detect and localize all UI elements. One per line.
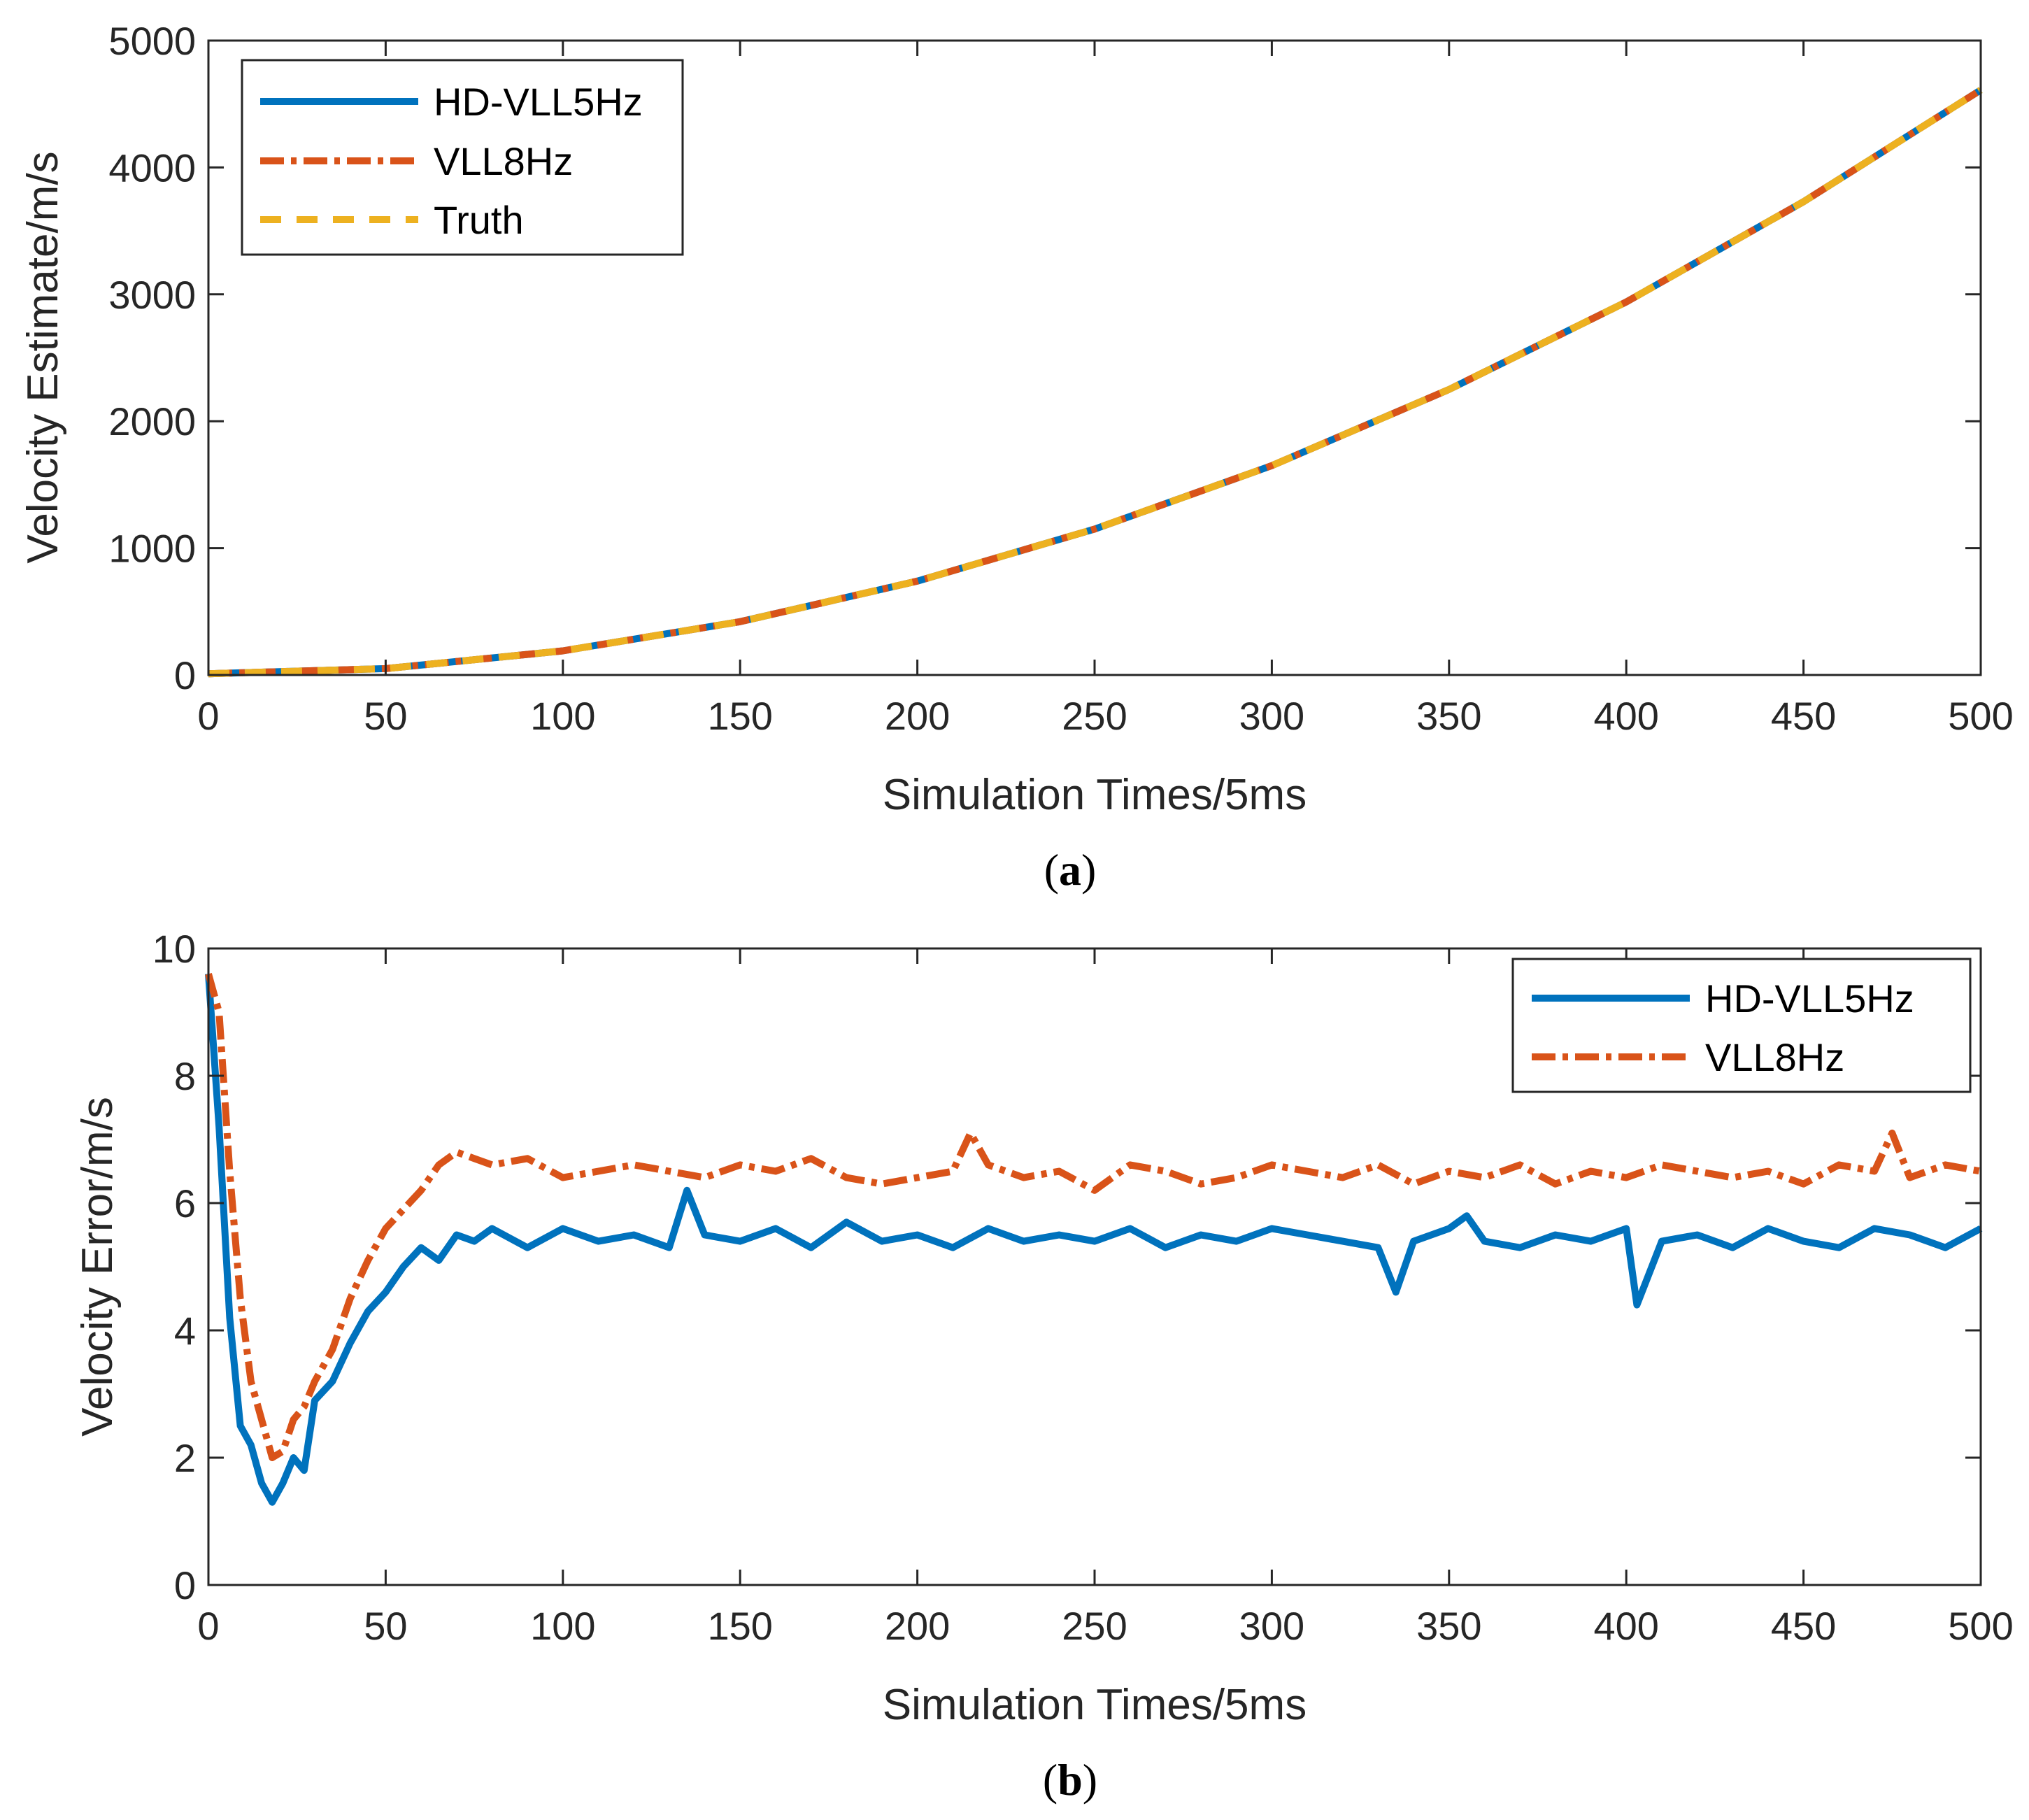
panel-b-xtick-label-3: 150 <box>707 1604 772 1648</box>
panel-a-xtick-label-6: 300 <box>1239 694 1304 738</box>
panel-a-xtick-label-3: 150 <box>707 694 772 738</box>
panel-b-caption: (b) <box>1043 1755 1097 1805</box>
panel-a-xtick-label-8: 400 <box>1593 694 1658 738</box>
panel-b-xtick-label-8: 400 <box>1593 1604 1658 1648</box>
panel-b-ytick-label-1: 2 <box>174 1436 196 1480</box>
panel-a-ticks: 0 50 100 150 200 250 300 350 400 450 5000100020003… <box>108 19 2013 738</box>
panel-b-ytick-label-2: 4 <box>174 1309 196 1353</box>
panel-b-ytick-label-0: 0 <box>174 1563 196 1607</box>
panel-a-ytick-label-4: 4000 <box>108 145 196 190</box>
panel-a-ytick-label-3: 3000 <box>108 273 196 317</box>
panel-b-plot-area <box>205 973 1983 1506</box>
panel-a-chart: 0 50 100 150 200 250 300 350 400 450 5000100020003… <box>19 19 2014 895</box>
legend-b-hd-vll-label: HD-VLL5Hz <box>1705 976 1914 1021</box>
panel-b-ytick-label-5: 10 <box>152 927 196 971</box>
legend-a-vll8-label: VLL8Hz <box>434 139 573 183</box>
panel-b-xtick-label-0: 0 <box>197 1604 219 1648</box>
panel-b-xtick-label-10: 500 <box>1948 1604 2013 1648</box>
panel-b-series-vll8hz <box>205 973 1981 1461</box>
panel-a-plot-area <box>208 87 1983 678</box>
panel-a-ylabel: Velocity Estimate/m/s <box>19 151 67 563</box>
panel-b-xtick-label-9: 450 <box>1771 1604 1836 1648</box>
panel-a-xtick-label-9: 450 <box>1771 694 1836 738</box>
panel-a-xtick-label-2: 100 <box>530 694 595 738</box>
panel-b-xlabel: Simulation Times/5ms <box>883 1681 1307 1729</box>
panel-b-series-hd-vll5hz <box>205 974 1983 1506</box>
panel-b-xtick-label-4: 200 <box>885 1604 950 1648</box>
panel-a-ytick-label-1: 1000 <box>108 527 196 571</box>
panel-a-legend: HD-VLL5Hz VLL8Hz Truth <box>241 59 684 256</box>
legend-b-vll8-label: VLL8Hz <box>1705 1035 1844 1079</box>
panel-a-series-truth <box>208 87 1983 678</box>
panel-b-caption-letter: b <box>1058 1755 1083 1805</box>
panel-b-chart: 0 50 100 150 200 250 300 350 400 450 500 0 2 4 6 8 10 Si… <box>73 927 2014 1805</box>
panel-a-xtick-label-5: 250 <box>1062 694 1127 738</box>
panel-b-ytick-label-4: 8 <box>174 1054 196 1098</box>
legend-a-hd-vll-label: HD-VLL5Hz <box>434 80 643 124</box>
panel-a-caption: (a) <box>1044 845 1097 895</box>
panel-b-xtick-label-5: 250 <box>1062 1604 1127 1648</box>
panel-a-xlabel: Simulation Times/5ms <box>883 771 1307 819</box>
panel-b-legend-box <box>1511 958 1972 1093</box>
panel-a-ytick-label-0: 0 <box>174 653 196 697</box>
panel-a-xtick-label-10: 500 <box>1948 694 2013 738</box>
panel-b-xtick-label-1: 50 <box>364 1604 407 1648</box>
legend-a-truth-label: Truth <box>434 198 524 242</box>
panel-a-xtick-label-1: 50 <box>364 694 407 738</box>
panel-a-ytick-label-2: 2000 <box>108 399 196 443</box>
panel-b-ticks: 0 50 100 150 200 250 300 350 400 450 500 0 2 4 6 8 10 <box>152 927 2014 1648</box>
panel-b-xtick-label-6: 300 <box>1239 1604 1304 1648</box>
panel-a-xtick-label-0: 0 <box>197 694 219 738</box>
panel-a-xtick-label-4: 200 <box>885 694 950 738</box>
panel-b-ytick-label-3: 6 <box>174 1181 196 1225</box>
panel-a-ytick-label-5: 5000 <box>108 19 196 63</box>
panel-b-xtick-label-2: 100 <box>530 1604 595 1648</box>
panel-b-legend: HD-VLL5Hz VLL8Hz <box>1511 958 1972 1093</box>
panel-b-ylabel: Velocity Error/m/s <box>73 1097 122 1437</box>
panel-a-xtick-label-7: 350 <box>1416 694 1481 738</box>
panel-b-xtick-label-7: 350 <box>1416 1604 1481 1648</box>
panel-a-caption-letter: a <box>1059 845 1081 895</box>
